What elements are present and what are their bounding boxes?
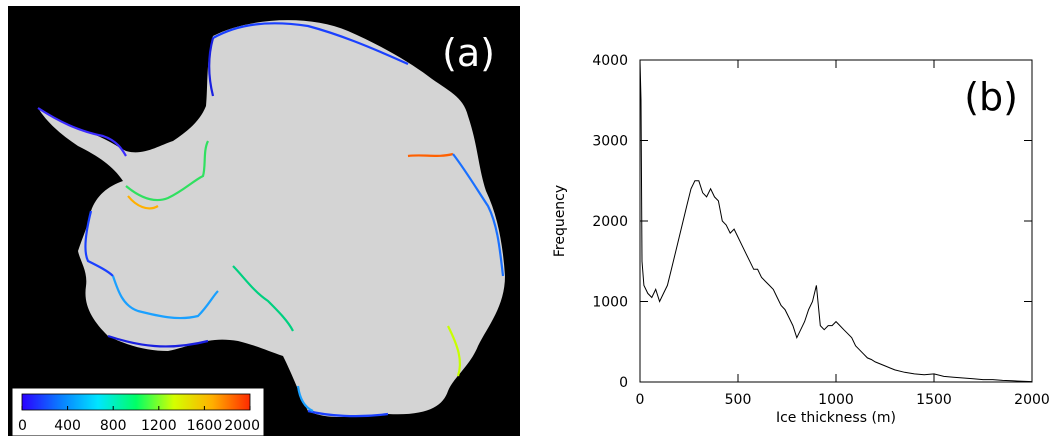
x-tick-label: 1500 — [916, 392, 952, 408]
colorbar-tick-label: 800 — [100, 418, 127, 434]
y-tick-label: 3000 — [592, 134, 628, 150]
antarctica-map: 0 400 800 1200 1600 2000 (a) — [8, 6, 520, 437]
x-tick-label: 1000 — [818, 392, 854, 408]
y-tick-label: 1000 — [592, 295, 628, 311]
x-tick-label: 500 — [725, 392, 752, 408]
x-axis-label: Ice thickness (m) — [776, 410, 896, 426]
ice-front-segment — [208, 37, 215, 97]
ice-front-segment — [407, 152, 454, 158]
colorbar-tick-label: 1600 — [187, 418, 223, 434]
x-tick-label: 2000 — [1014, 392, 1050, 408]
colorbar-ticks: 0 400 800 1200 1600 2000 — [18, 406, 260, 434]
ice-front-segment — [296, 385, 314, 413]
map-panel: 0 400 800 1200 1600 2000 (a) — [8, 6, 520, 437]
ice-front-segment — [84, 210, 114, 277]
ice-front-lines — [37, 22, 505, 418]
ice-front-segment — [37, 107, 127, 157]
panel-a-label: (a) — [442, 31, 495, 75]
colorbar-tick-label: 0 — [18, 418, 27, 434]
ice-front-segment — [212, 22, 409, 66]
thickness-histogram: 0 500 1000 1500 2000 0 1000 2000 3000 4000 (b) Ic… — [552, 53, 1050, 426]
ice-front-segment — [232, 265, 294, 332]
colorbar-tick-label: 400 — [54, 418, 81, 434]
antarctica-landmass — [38, 20, 505, 418]
colorbar — [21, 393, 251, 411]
ice-front-segment — [447, 325, 462, 377]
ice-front-segment — [452, 153, 505, 277]
y-tick-label: 4000 — [592, 53, 628, 69]
series-line — [639, 59, 1033, 383]
ice-front-segment — [307, 409, 389, 418]
ice-front-segment — [107, 334, 209, 348]
y-axis-label: Frequency — [552, 185, 568, 257]
colorbar-tick-label: 2000 — [224, 418, 260, 434]
y-tick-label: 0 — [619, 375, 628, 391]
colorbar-tick-label: 1200 — [141, 418, 177, 434]
ice-front-segment — [111, 275, 219, 320]
axis-ticks: 0 500 1000 1500 2000 0 1000 2000 3000 4000 — [592, 53, 1049, 408]
y-tick-label: 2000 — [592, 214, 628, 230]
panel-b-label: (b) — [964, 75, 1018, 119]
histogram-panel: 0 500 1000 1500 2000 0 1000 2000 3000 4000 (b) Ic… — [540, 40, 1055, 432]
ice-front-segment — [125, 140, 210, 202]
x-tick-label: 0 — [636, 392, 645, 408]
ice-front-segment — [127, 195, 159, 210]
